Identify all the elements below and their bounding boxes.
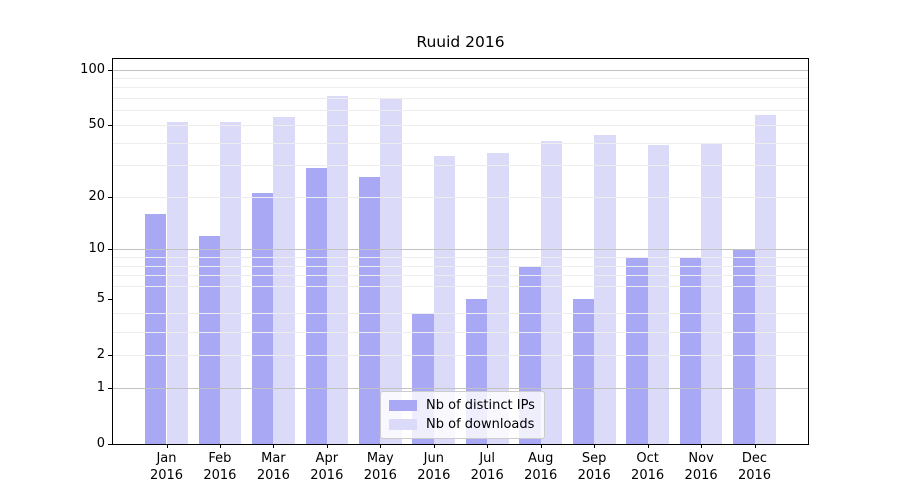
bars-layer: [113, 59, 808, 444]
x-tick-mark: [487, 444, 489, 448]
bar-nb-of-distinct-ips-jan: [145, 214, 167, 444]
y-tick-mark: [108, 387, 112, 389]
bar-nb-of-downloads-may: [380, 99, 402, 444]
y-tick-label: 50: [88, 117, 105, 132]
x-tick-label-year: 2016: [577, 467, 611, 483]
x-tick-mark: [219, 444, 221, 448]
y-tick-mark: [108, 125, 112, 126]
x-tick-label-jan: Jan 2016: [135, 451, 199, 484]
legend-item-nb-of-distinct-ips: Nb of distinct IPs: [389, 398, 535, 413]
legend-label: Nb of distinct IPs: [426, 398, 535, 413]
bar-nb-of-distinct-ips-mar: [252, 193, 274, 444]
x-tick-label-year: 2016: [684, 467, 718, 483]
y-tick-mark: [108, 69, 112, 71]
chart-title: Ruuid 2016: [416, 33, 505, 51]
y-tick-label: 10: [88, 241, 105, 257]
x-tick-label-aug: Aug 2016: [509, 451, 573, 484]
bar-nb-of-downloads-apr: [326, 95, 349, 444]
y-tick-mark: [108, 249, 112, 251]
x-tick-label-oct: Oct 2016: [616, 451, 680, 484]
x-tick-label-month: Feb: [208, 451, 232, 466]
x-tick-mark: [380, 444, 382, 448]
legend-swatch: [389, 419, 417, 430]
y-tick-mark: [108, 298, 112, 300]
bar-nb-of-distinct-ips-oct: [626, 257, 648, 444]
bar-nb-of-downloads-jun: [433, 155, 456, 444]
bar-nb-of-distinct-ips-feb: [198, 235, 220, 444]
bar-nb-of-distinct-ips-sep: [572, 298, 595, 444]
x-tick-label-year: 2016: [310, 467, 344, 483]
y-tick-label: 0: [96, 436, 105, 451]
bar-nb-of-distinct-ips-dec: [733, 249, 755, 444]
x-tick-label-sep: Sep 2016: [562, 451, 626, 484]
x-tick-label-mar: Mar 2016: [241, 451, 305, 484]
bar-nb-of-downloads-mar: [273, 117, 295, 444]
x-tick-mark: [754, 444, 756, 448]
bar-nb-of-downloads-sep: [594, 135, 616, 444]
bar-nb-of-distinct-ips-apr: [305, 168, 327, 444]
x-tick-mark: [540, 444, 542, 448]
legend-label: Nb of downloads: [426, 417, 535, 432]
x-tick-label-month: Sep: [581, 451, 607, 466]
x-tick-label-year: 2016: [470, 467, 504, 483]
x-tick-label-year: 2016: [737, 467, 772, 483]
x-tick-mark: [701, 444, 703, 448]
bar-nb-of-downloads-jan: [166, 121, 188, 444]
x-tick-label-month: Jun: [423, 451, 444, 466]
y-tick-label: 100: [80, 61, 105, 77]
bar-nb-of-distinct-ips-may: [358, 176, 381, 444]
legend-item-nb-of-downloads: Nb of downloads: [389, 417, 535, 432]
bar-nb-of-downloads-nov: [701, 142, 723, 444]
y-tick-mark: [108, 197, 112, 198]
bar-nb-of-downloads-aug: [540, 140, 563, 444]
x-tick-label-year: 2016: [149, 467, 184, 483]
bar-nb-of-downloads-jul: [487, 153, 509, 444]
bar-nb-of-distinct-ips-nov: [679, 257, 702, 444]
x-tick-label-month: Aug: [527, 451, 554, 466]
bar-nb-of-downloads-feb: [219, 121, 242, 444]
bar-nb-of-downloads-oct: [647, 144, 669, 444]
y-tick-label: 5: [96, 290, 105, 306]
plot-area: [112, 58, 809, 445]
x-tick-label-month: Mar: [261, 451, 286, 466]
x-tick-label-feb: Feb 2016: [188, 451, 252, 484]
legend-swatch: [389, 400, 417, 411]
legend: Nb of distinct IPs Nb of downloads: [380, 391, 545, 439]
y-tick-mark: [108, 354, 112, 356]
x-tick-label-year: 2016: [203, 467, 237, 483]
x-tick-label-apr: Apr 2016: [295, 451, 359, 484]
x-tick-label-dec: Dec 2016: [723, 451, 787, 484]
x-tick-label-month: Oct: [636, 451, 659, 466]
x-tick-label-year: 2016: [417, 467, 451, 483]
x-tick-label-jun: Jun 2016: [402, 451, 466, 484]
x-tick-mark: [273, 444, 275, 448]
y-tick-label: 20: [88, 189, 105, 204]
bar-nb-of-downloads-dec: [754, 114, 776, 444]
x-tick-label-nov: Nov 2016: [669, 451, 733, 484]
x-tick-label-month: Dec: [741, 451, 768, 466]
x-tick-label-month: Jan: [156, 451, 177, 466]
x-tick-label-month: Nov: [688, 451, 714, 466]
x-tick-label-month: Apr: [315, 451, 339, 466]
x-tick-label-year: 2016: [256, 467, 290, 483]
y-tick-label: 1: [96, 379, 105, 395]
x-tick-mark: [166, 444, 168, 448]
x-tick-label-month: May: [366, 451, 394, 466]
x-tick-mark: [433, 444, 435, 448]
x-tick-label-month: Jul: [479, 451, 496, 466]
x-tick-label-year: 2016: [524, 467, 558, 483]
y-tick-mark: [108, 444, 112, 445]
x-tick-mark: [594, 444, 596, 448]
x-tick-label-year: 2016: [363, 467, 397, 483]
x-tick-mark: [647, 444, 649, 448]
x-tick-label-year: 2016: [631, 467, 665, 483]
x-tick-mark: [326, 444, 328, 448]
x-tick-label-jul: Jul 2016: [455, 451, 519, 484]
y-tick-label: 2: [96, 346, 105, 362]
x-tick-label-may: May 2016: [348, 451, 412, 484]
